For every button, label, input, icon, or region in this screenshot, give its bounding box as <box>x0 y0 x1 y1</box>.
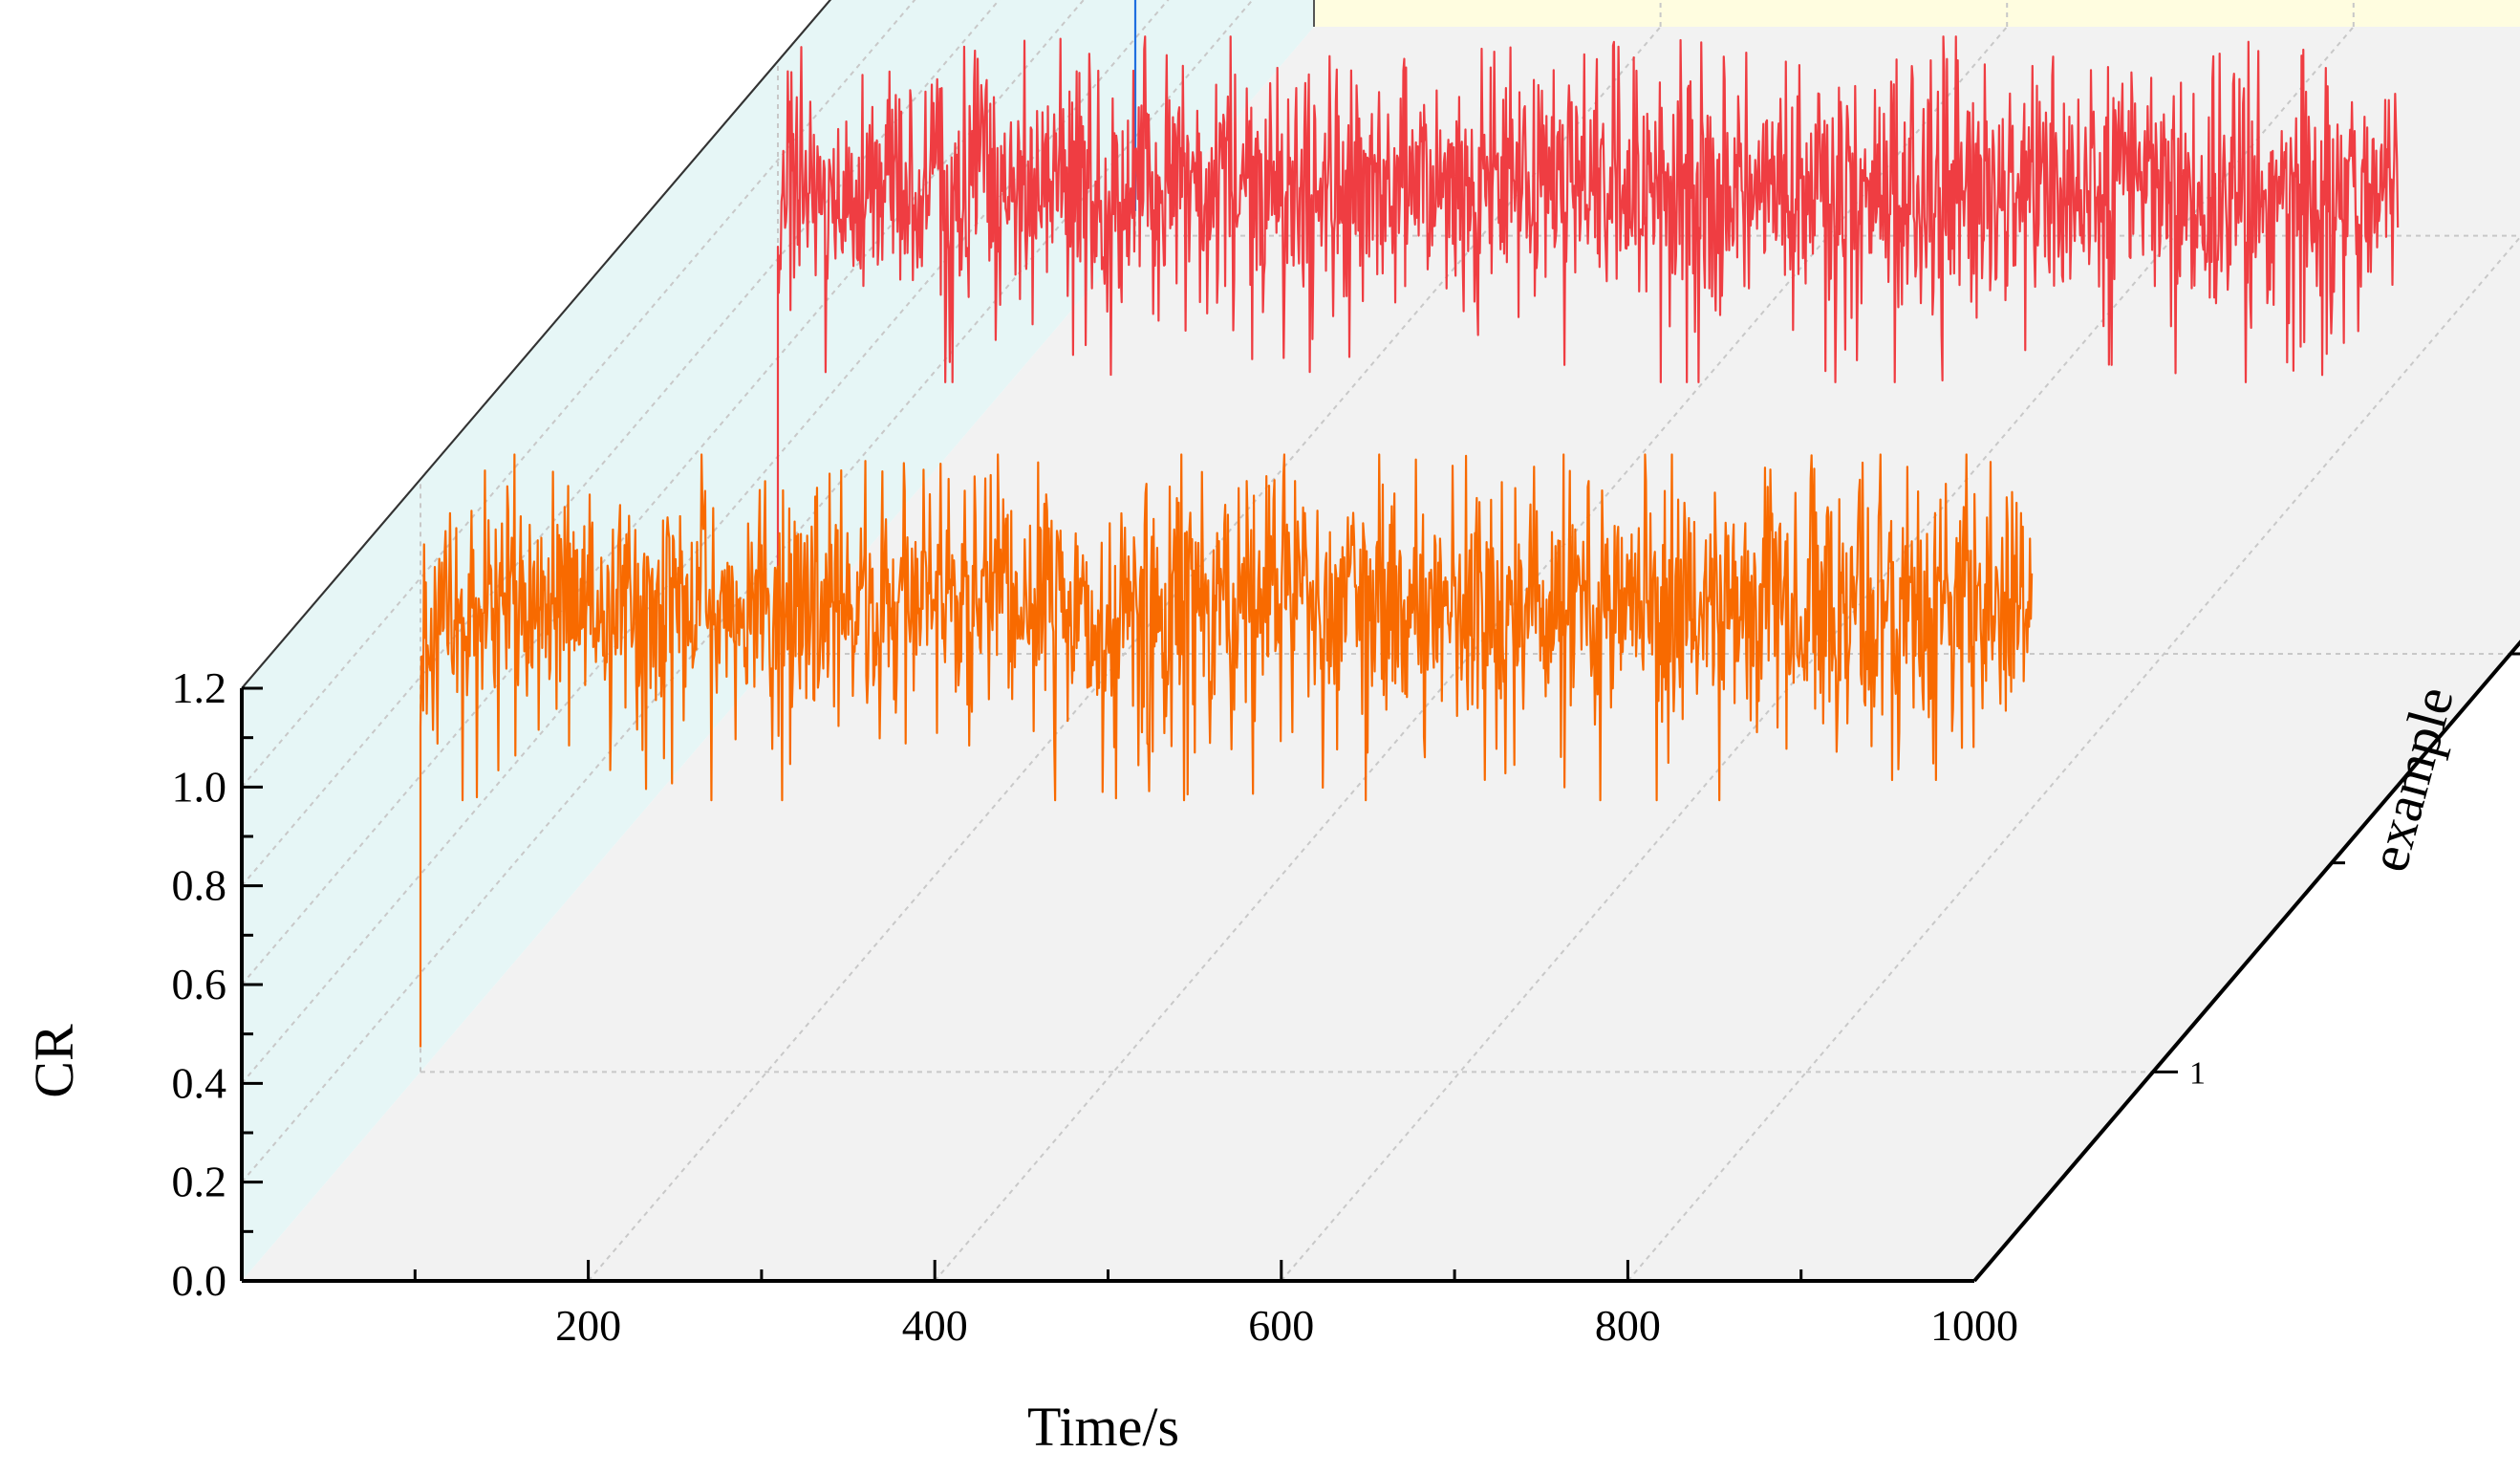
z-tick-label: 1 <box>2189 1055 2206 1091</box>
y-tick-label: 0.4 <box>172 1058 227 1107</box>
top-left-edge <box>241 0 832 689</box>
y-tick-label: 1.2 <box>172 663 227 712</box>
y-tick-label: 0.0 <box>172 1256 227 1305</box>
series-2-line <box>776 35 2400 630</box>
x-axis-label: Time/s <box>1027 1396 1179 1458</box>
floor-grid-line <box>1281 26 2355 1282</box>
back-wall-panel <box>1314 0 2520 27</box>
series-1-line <box>419 453 2034 1048</box>
wall-grid-line <box>241 0 916 788</box>
x-tick-label: 400 <box>902 1301 968 1350</box>
x-tick-label: 200 <box>555 1301 621 1350</box>
y-tick-label: 0.8 <box>172 861 227 910</box>
y-tick-label: 0.2 <box>172 1158 227 1206</box>
x-tick-label: 600 <box>1248 1301 1314 1350</box>
floor-grid-line <box>934 26 2008 1282</box>
x-tick-label: 800 <box>1595 1301 1661 1350</box>
y-tick-label: 1.0 <box>172 762 227 811</box>
y-tick-label: 0.6 <box>172 960 227 1008</box>
y-axis-label: CR <box>23 1024 85 1098</box>
x-tick-label: 1000 <box>1930 1301 2018 1350</box>
